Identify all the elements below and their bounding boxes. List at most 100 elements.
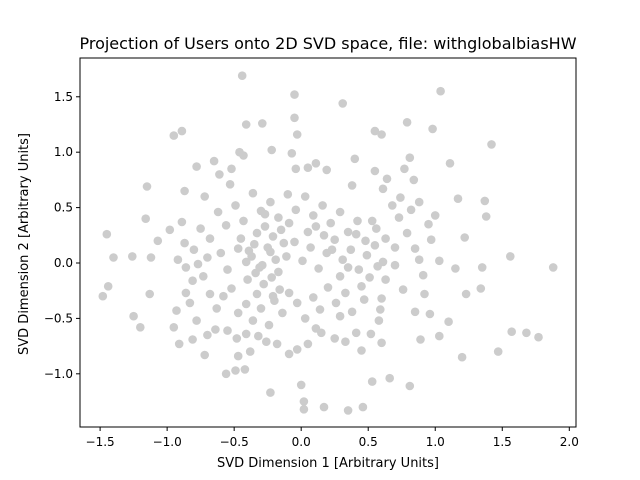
data-point bbox=[172, 306, 181, 315]
data-point bbox=[200, 192, 209, 201]
data-point bbox=[199, 272, 208, 281]
data-point bbox=[252, 228, 262, 238]
data-point bbox=[290, 90, 299, 99]
data-point bbox=[290, 237, 299, 247]
data-point bbox=[319, 402, 329, 412]
data-point bbox=[311, 324, 321, 333]
data-point bbox=[279, 238, 289, 248]
data-point bbox=[453, 194, 463, 203]
x-tick-label: 1.5 bbox=[493, 435, 512, 449]
data-point bbox=[326, 218, 336, 228]
data-point bbox=[311, 222, 321, 231]
data-point bbox=[102, 229, 112, 239]
x-tick-label: −0.5 bbox=[220, 435, 249, 449]
data-point bbox=[343, 263, 353, 272]
data-point bbox=[362, 250, 372, 260]
data-point bbox=[253, 331, 263, 341]
data-point bbox=[405, 381, 415, 391]
data-point bbox=[402, 228, 412, 238]
data-point bbox=[109, 253, 118, 262]
data-point bbox=[252, 289, 262, 299]
data-point bbox=[248, 316, 258, 325]
data-point bbox=[377, 294, 386, 303]
plot-frame bbox=[79, 57, 577, 428]
data-point bbox=[284, 288, 294, 298]
data-point bbox=[245, 347, 255, 356]
data-point bbox=[398, 285, 408, 294]
data-point bbox=[476, 284, 486, 293]
data-point bbox=[534, 332, 543, 342]
data-point bbox=[444, 317, 453, 327]
data-point bbox=[299, 397, 309, 406]
data-point bbox=[445, 159, 455, 168]
data-point bbox=[409, 175, 419, 185]
data-point bbox=[457, 352, 467, 362]
data-point bbox=[410, 307, 420, 317]
data-point bbox=[376, 305, 385, 314]
data-point bbox=[128, 252, 137, 261]
data-point bbox=[181, 263, 191, 272]
y-tick-label: −0.5 bbox=[44, 311, 73, 325]
data-point bbox=[402, 118, 412, 127]
data-point bbox=[330, 334, 340, 343]
data-point bbox=[460, 233, 470, 242]
data-point bbox=[103, 282, 113, 291]
data-point bbox=[189, 245, 199, 254]
data-point bbox=[284, 349, 294, 359]
data-point bbox=[267, 273, 277, 282]
data-point bbox=[361, 236, 370, 246]
data-point bbox=[240, 365, 250, 374]
data-point bbox=[169, 323, 179, 332]
data-point bbox=[258, 119, 267, 128]
data-point bbox=[298, 256, 307, 266]
data-point bbox=[394, 213, 404, 222]
data-point bbox=[283, 190, 293, 199]
y-tick-label: −1.0 bbox=[44, 367, 73, 381]
data-point bbox=[233, 308, 243, 318]
data-point bbox=[506, 252, 515, 261]
data-point bbox=[165, 225, 175, 235]
data-point bbox=[343, 227, 353, 237]
x-tick-label: −1.0 bbox=[153, 435, 182, 449]
data-points bbox=[98, 71, 558, 415]
data-point bbox=[366, 329, 376, 339]
data-point bbox=[256, 304, 266, 313]
data-point bbox=[231, 201, 240, 210]
data-point bbox=[236, 234, 246, 243]
data-point bbox=[388, 201, 397, 210]
data-point bbox=[405, 153, 415, 162]
data-point bbox=[353, 216, 362, 226]
data-point bbox=[341, 288, 350, 298]
data-point bbox=[374, 316, 384, 325]
data-point bbox=[350, 154, 360, 164]
data-point bbox=[318, 201, 327, 210]
data-point bbox=[359, 295, 369, 304]
data-point bbox=[275, 285, 285, 294]
data-point bbox=[239, 216, 248, 226]
data-point bbox=[267, 145, 277, 155]
data-point bbox=[338, 99, 348, 108]
data-point bbox=[233, 351, 243, 361]
data-point bbox=[414, 255, 424, 264]
data-point bbox=[358, 402, 368, 412]
data-point bbox=[213, 207, 223, 217]
data-point bbox=[323, 283, 333, 292]
data-point bbox=[241, 120, 251, 129]
data-point bbox=[193, 259, 203, 269]
data-point bbox=[381, 234, 390, 243]
data-point bbox=[98, 291, 108, 301]
data-point bbox=[481, 212, 491, 221]
data-point bbox=[263, 243, 273, 252]
data-point bbox=[322, 165, 332, 175]
data-point bbox=[241, 329, 251, 339]
data-point bbox=[271, 255, 281, 264]
data-point bbox=[274, 267, 283, 277]
data-point bbox=[174, 339, 184, 349]
data-point bbox=[173, 255, 183, 264]
data-point bbox=[435, 256, 444, 266]
data-point bbox=[426, 235, 436, 244]
data-point bbox=[225, 180, 235, 189]
data-point bbox=[266, 197, 275, 207]
